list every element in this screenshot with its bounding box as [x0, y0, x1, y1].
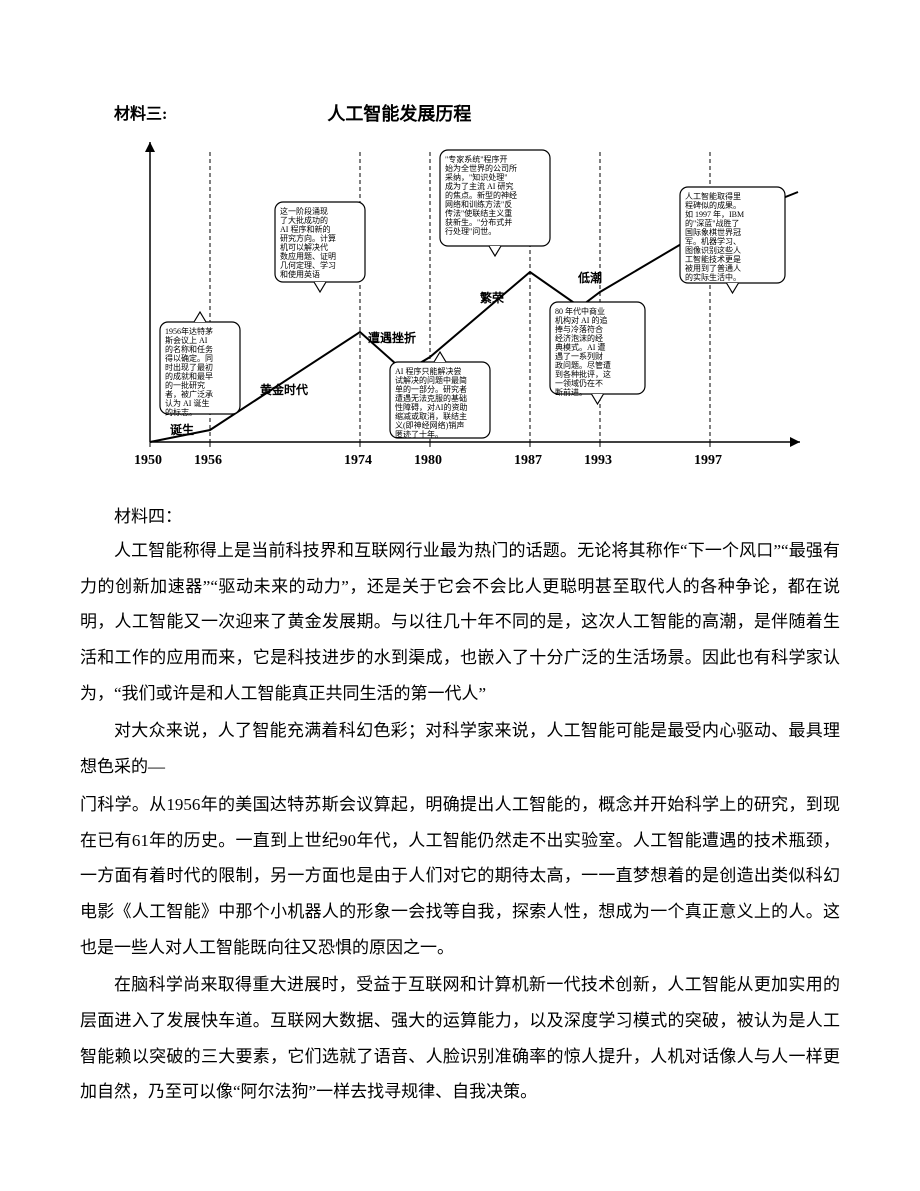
svg-text:了大批成功的: 了大批成功的: [280, 215, 328, 225]
svg-text:断前进。: 断前进。: [555, 387, 587, 397]
svg-text:单的一部分。研究者: 单的一部分。研究者: [395, 384, 467, 394]
svg-text:1956: 1956: [194, 453, 222, 468]
svg-text:低潮: 低潮: [577, 270, 602, 285]
svg-text:机可以解决代: 机可以解决代: [280, 242, 328, 252]
svg-text:工智能技术更是: 工智能技术更是: [685, 254, 741, 264]
svg-text:遇了一系列财: 遇了一系列财: [555, 351, 603, 361]
svg-text:如 1997 年，IBM: 如 1997 年，IBM: [685, 209, 744, 219]
svg-text:一领域仍在不: 一领域仍在不: [555, 378, 603, 388]
svg-text:匿迹了十年。: 匿迹了十年。: [395, 429, 443, 439]
paragraph-3: 在脑科学尚来取得重大进展时，受益于互联网和计算机新一代技术创新，人工智能从更加实…: [80, 967, 840, 1110]
svg-text:者，被广泛承: 者，被广泛承: [165, 389, 213, 399]
text-block: 材料四： 人工智能称得上是当前科技界和互联网行业最为热门的话题。无论将其称作“下…: [80, 502, 840, 1110]
paragraph-2a: 对大众来说，人了智能充满着科幻色彩；对科学家来说，人工智能可能是最受内心驱动、最…: [80, 713, 840, 784]
svg-text:繁荣: 繁荣: [480, 290, 505, 305]
diagram-header: 材料三: 人工智能发展历程: [110, 100, 810, 126]
svg-text:程碑似的成果。: 程碑似的成果。: [685, 200, 741, 210]
svg-text:到各种批评，这: 到各种批评，这: [555, 369, 611, 379]
material3-label: 材料三:: [114, 100, 167, 124]
svg-text:图像识别这些人: 图像识别这些人: [685, 245, 741, 255]
diagram-block: 材料三: 人工智能发展历程 诞生黄金时代遭遇挫折繁荣低潮暴发1950195619…: [110, 100, 810, 482]
svg-text:认为 AI 诞生: 认为 AI 诞生: [165, 398, 209, 408]
svg-text:1950: 1950: [134, 453, 162, 468]
svg-text:斯会议上 AI: 斯会议上 AI: [165, 335, 208, 345]
svg-text:始为全世界的公司所: 始为全世界的公司所: [445, 163, 517, 173]
svg-text:的实际生活中。: 的实际生活中。: [685, 272, 741, 282]
svg-text:的标志。: 的标志。: [165, 407, 197, 417]
paragraph-1: 人工智能称得上是当前科技界和互联网行业最为热门的话题。无论将其称作“下一个风口”…: [80, 533, 840, 711]
svg-text:的成就和最早: 的成就和最早: [165, 371, 213, 381]
svg-text:军。机器学习、: 军。机器学习、: [685, 236, 741, 246]
svg-text:1987: 1987: [514, 453, 542, 468]
svg-text:获新生。"分布式并: 获新生。"分布式并: [445, 217, 512, 227]
svg-text:诞生: 诞生: [170, 422, 194, 437]
svg-text:得以确定。同: 得以确定。同: [165, 353, 213, 363]
svg-text:国际象棋世界冠: 国际象棋世界冠: [685, 227, 741, 237]
svg-text:采纳，"知识处理": 采纳，"知识处理": [445, 172, 508, 182]
svg-text:试解决的问题中最简: 试解决的问题中最简: [395, 375, 467, 385]
svg-text:的焦点。新型的神经: 的焦点。新型的神经: [445, 190, 517, 200]
paragraph-2b: 门科学。从1956年的美国达特苏斯会议算起，明确提出人工智能的，概念并开始科学上…: [80, 787, 840, 965]
svg-text:经济泡沫的经: 经济泡沫的经: [555, 333, 603, 343]
svg-text:行处理"问世。: 行处理"问世。: [445, 226, 496, 236]
svg-text:被用到了普通人: 被用到了普通人: [685, 263, 741, 273]
svg-text:典模式。AI 遭: 典模式。AI 遭: [555, 342, 605, 352]
svg-text:"专家系统"程序开: "专家系统"程序开: [445, 154, 508, 164]
svg-text:AI 程序只能解决尝: AI 程序只能解决尝: [395, 366, 461, 376]
svg-text:1974: 1974: [344, 453, 372, 468]
svg-text:时出现了最初: 时出现了最初: [165, 362, 213, 372]
svg-text:捧与冷落符合: 捧与冷落符合: [555, 324, 603, 334]
svg-text:的"深蓝"战胜了: 的"深蓝"战胜了: [685, 218, 740, 228]
svg-text:1956年达特茅: 1956年达特茅: [165, 326, 213, 336]
svg-text:传法"使联结主义重: 传法"使联结主义重: [445, 208, 512, 218]
svg-text:成为了主流 AI 研究: 成为了主流 AI 研究: [445, 181, 513, 191]
svg-text:黄金时代: 黄金时代: [260, 382, 308, 397]
svg-text:遭遇无法克服的基础: 遭遇无法克服的基础: [395, 393, 467, 403]
svg-text:80 年代中商业: 80 年代中商业: [555, 306, 605, 316]
svg-text:和使用英语: 和使用英语: [280, 269, 320, 279]
svg-text:的名称和任务: 的名称和任务: [165, 344, 213, 354]
ai-history-chart: 诞生黄金时代遭遇挫折繁荣低潮暴发195019561974198019871993…: [110, 132, 810, 482]
svg-text:几何定理、学习: 几何定理、学习: [280, 260, 336, 270]
svg-text:1997: 1997: [694, 453, 722, 468]
svg-text:AI 程序和新的: AI 程序和新的: [280, 224, 330, 234]
svg-text:遭遇挫折: 遭遇挫折: [368, 330, 416, 345]
svg-text:义(即神经网络)销声: 义(即神经网络)销声: [395, 420, 464, 430]
svg-text:网络和训练方法"反: 网络和训练方法"反: [445, 199, 512, 209]
chart-svg: 诞生黄金时代遭遇挫折繁荣低潮暴发195019561974198019871993…: [110, 132, 810, 482]
material4-label: 材料四：: [80, 502, 840, 527]
svg-text:缩减或取消，联结主: 缩减或取消，联结主: [395, 411, 467, 421]
svg-text:的一批研究: 的一批研究: [165, 380, 205, 390]
svg-text:政问题。尽管遭: 政问题。尽管遭: [555, 360, 611, 370]
svg-text:机构对 AI 的追: 机构对 AI 的追: [555, 315, 607, 325]
svg-text:性障碍，对AI的资助: 性障碍，对AI的资助: [395, 402, 467, 412]
svg-text:人工智能取得里: 人工智能取得里: [685, 191, 741, 201]
svg-text:研究方向。计算: 研究方向。计算: [280, 233, 336, 243]
diagram-title: 人工智能发展历程: [327, 100, 471, 126]
svg-text:1980: 1980: [414, 453, 442, 468]
svg-text:1993: 1993: [584, 453, 612, 468]
svg-text:数应用题、证明: 数应用题、证明: [280, 251, 336, 261]
svg-text:这一阶段涌现: 这一阶段涌现: [280, 206, 328, 216]
